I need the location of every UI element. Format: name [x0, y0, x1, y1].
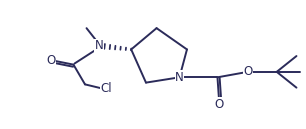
Text: N: N [95, 39, 104, 52]
Text: N: N [175, 71, 184, 84]
Text: O: O [243, 65, 252, 78]
Text: Cl: Cl [100, 82, 112, 95]
Text: O: O [46, 54, 56, 67]
Text: O: O [215, 98, 224, 111]
